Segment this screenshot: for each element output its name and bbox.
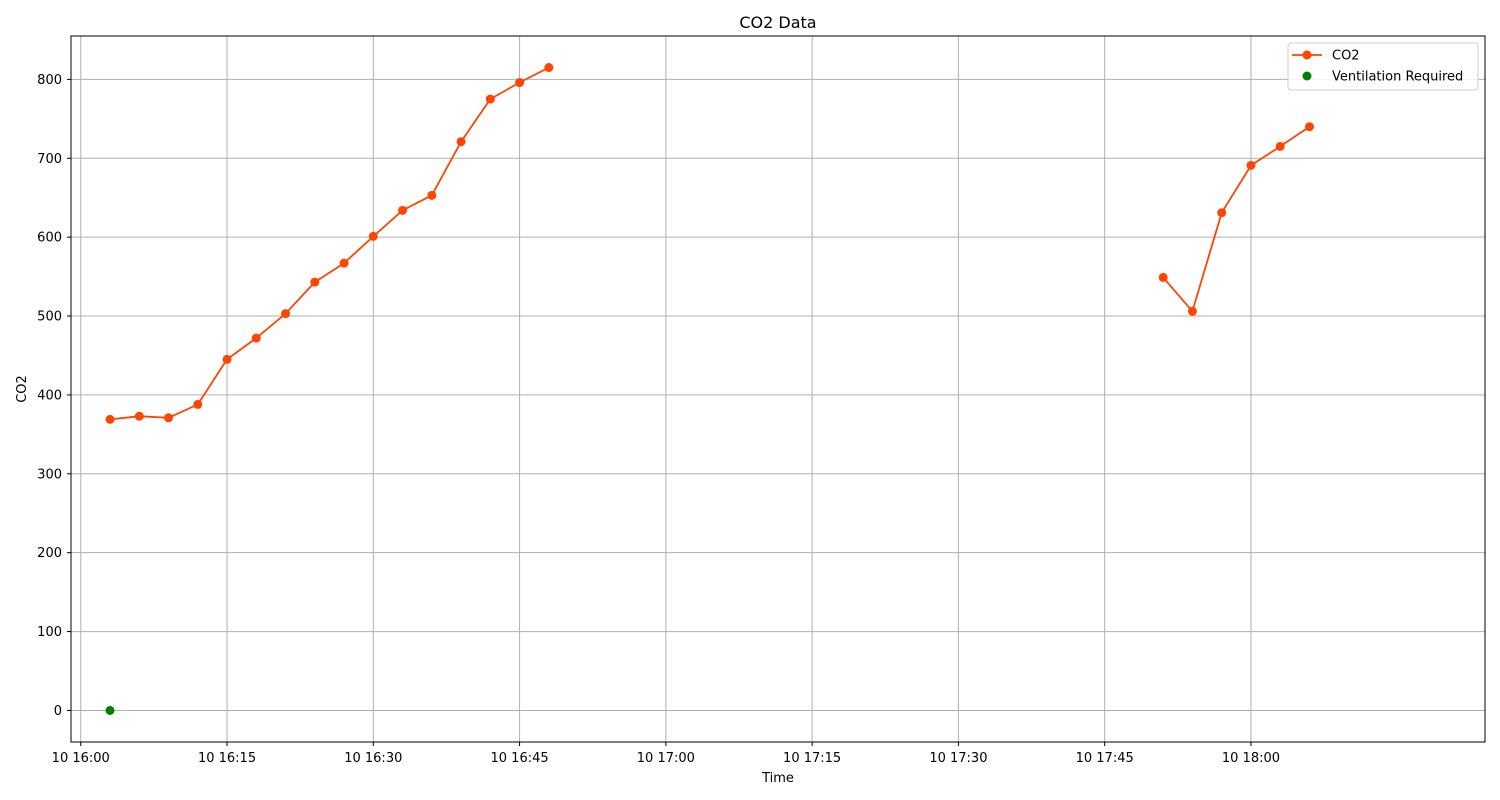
data-point — [1246, 160, 1256, 170]
series-ventilation-required — [105, 705, 115, 715]
y-tick-label: 300 — [37, 467, 62, 482]
x-tick-label: 10 17:45 — [1076, 751, 1134, 766]
legend-item: Ventilation Required — [1302, 70, 1463, 85]
data-point — [222, 354, 232, 364]
y-tick-label: 0 — [54, 704, 62, 719]
x-tick-label: 10 16:45 — [491, 751, 549, 766]
x-tick-label: 10 17:00 — [637, 751, 695, 766]
y-tick-label: 800 — [37, 73, 62, 88]
data-point — [485, 94, 495, 104]
data-point — [193, 399, 203, 409]
legend-label: Ventilation Required — [1332, 70, 1463, 85]
data-point — [1158, 272, 1168, 282]
y-tick-label: 700 — [37, 152, 62, 167]
y-axis-ticks: 0 100 200 300 400 500 600 700 800 — [37, 73, 71, 719]
x-axis-ticks: 10 16:00 10 16:15 10 16:30 10 16:45 10 17:00… — [52, 742, 1280, 766]
data-point — [368, 231, 378, 241]
legend: CO2 Ventilation Required — [1287, 42, 1479, 91]
series-line — [109, 66, 550, 421]
scatter-point — [105, 705, 115, 715]
data-point — [427, 190, 437, 200]
x-tick-label: 10 16:30 — [344, 751, 402, 766]
data-point — [251, 333, 261, 343]
x-tick-label: 10 18:00 — [1222, 751, 1280, 766]
data-point — [515, 78, 525, 88]
data-point — [310, 277, 320, 287]
legend-box — [1287, 42, 1479, 91]
data-point — [134, 411, 144, 421]
data-point — [456, 137, 466, 147]
x-tick-label: 10 17:30 — [929, 751, 987, 766]
data-point — [544, 63, 554, 73]
series — [105, 63, 1314, 715]
y-tick-label: 500 — [37, 310, 62, 325]
y-tick-label: 100 — [37, 625, 62, 640]
y-axis-label: CO2 — [15, 375, 30, 403]
plot-frame — [70, 35, 1486, 743]
legend-item: CO2 — [1292, 49, 1360, 64]
data-point — [164, 413, 174, 423]
x-axis-label: Time — [761, 771, 794, 786]
legend-label: CO2 — [1332, 49, 1360, 64]
data-point — [1187, 306, 1197, 316]
series-co2 — [105, 63, 1314, 424]
y-tick-label: 600 — [37, 231, 62, 246]
legend-marker — [1302, 50, 1312, 60]
x-tick-label: 10 16:15 — [198, 751, 256, 766]
data-point — [281, 309, 291, 319]
data-point — [339, 258, 349, 268]
data-point — [398, 205, 408, 215]
legend-marker — [1302, 71, 1312, 81]
data-point — [1275, 141, 1285, 151]
x-tick-label: 10 17:15 — [783, 751, 841, 766]
x-tick-label: 10 16:00 — [52, 751, 110, 766]
data-point — [1304, 122, 1314, 132]
data-point — [1217, 208, 1227, 218]
data-point — [105, 414, 115, 424]
y-tick-label: 200 — [37, 546, 62, 561]
grid — [71, 36, 1485, 742]
chart-title: CO2 Data — [739, 13, 816, 32]
y-tick-label: 400 — [37, 388, 62, 403]
series-line — [1162, 125, 1311, 313]
